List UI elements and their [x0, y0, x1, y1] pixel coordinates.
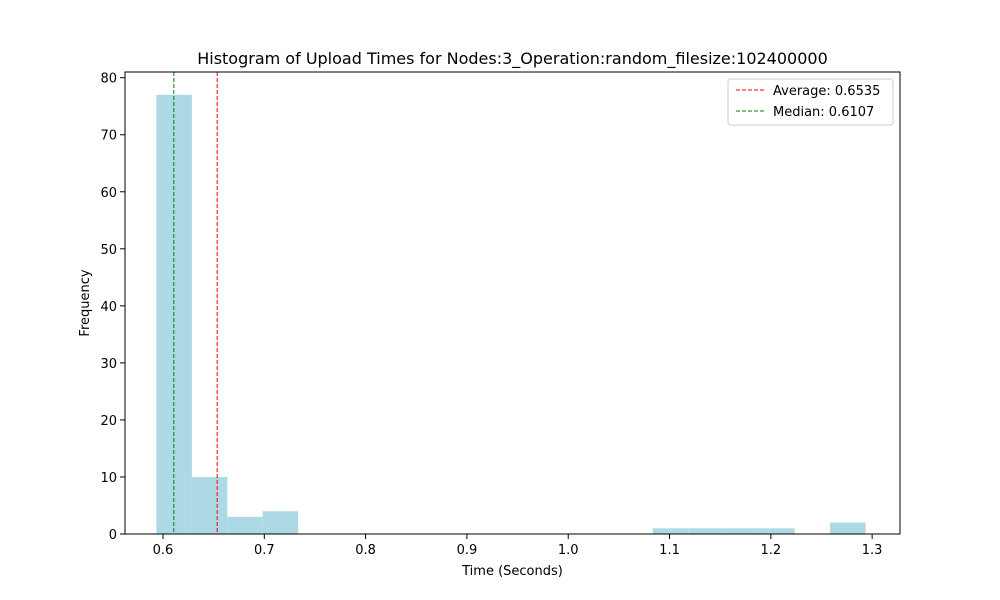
x-tick-label: 0.8	[355, 543, 376, 558]
x-tick-label: 1.2	[760, 543, 781, 558]
y-tick-label: 60	[100, 186, 117, 201]
y-tick-label: 50	[100, 243, 117, 258]
y-axis-label: Frequency	[78, 269, 93, 336]
y-tick-label: 70	[100, 129, 117, 144]
chart-title: Histogram of Upload Times for Nodes:3_Op…	[197, 49, 828, 69]
x-tick-label: 1.3	[862, 543, 883, 558]
x-tick-label: 0.7	[254, 543, 275, 558]
x-tick-label: 0.6	[153, 543, 174, 558]
x-tick-label: 0.9	[457, 543, 478, 558]
x-axis-ticks: 0.6 0.7 0.8 0.9 1.0 1.1 1.2 1.3	[153, 534, 883, 558]
plot-frame	[124, 71, 901, 535]
x-tick-label: 1.0	[558, 543, 579, 558]
y-tick-label: 80	[100, 72, 117, 87]
y-axis-ticks: 0 10 20 30 40 50 60 70 80	[100, 72, 125, 543]
histogram-bar-5	[688, 528, 724, 534]
histogram-bar-4	[652, 528, 689, 534]
reference-lines-group	[173, 72, 218, 534]
histogram-bar-8	[830, 522, 866, 534]
legend-median-label: Median: 0.6107	[773, 105, 874, 120]
y-tick-label: 0	[109, 528, 117, 543]
histogram-bar-2	[227, 516, 263, 534]
y-tick-label: 40	[100, 300, 117, 315]
legend-average-label: Average: 0.6535	[773, 84, 880, 99]
y-tick-label: 20	[100, 414, 117, 429]
legend: Average: 0.6535 Median: 0.6107	[727, 78, 894, 126]
x-axis-label: Time (Seconds)	[461, 564, 563, 579]
histogram-bar-1	[191, 476, 228, 534]
y-tick-label: 10	[100, 471, 117, 486]
histogram-bar-6	[723, 528, 760, 534]
x-tick-label: 1.1	[659, 543, 680, 558]
histogram-bar-7	[759, 528, 795, 534]
histogram-bar-3	[262, 511, 299, 534]
y-tick-label: 30	[100, 357, 117, 372]
legend-box	[727, 78, 894, 126]
